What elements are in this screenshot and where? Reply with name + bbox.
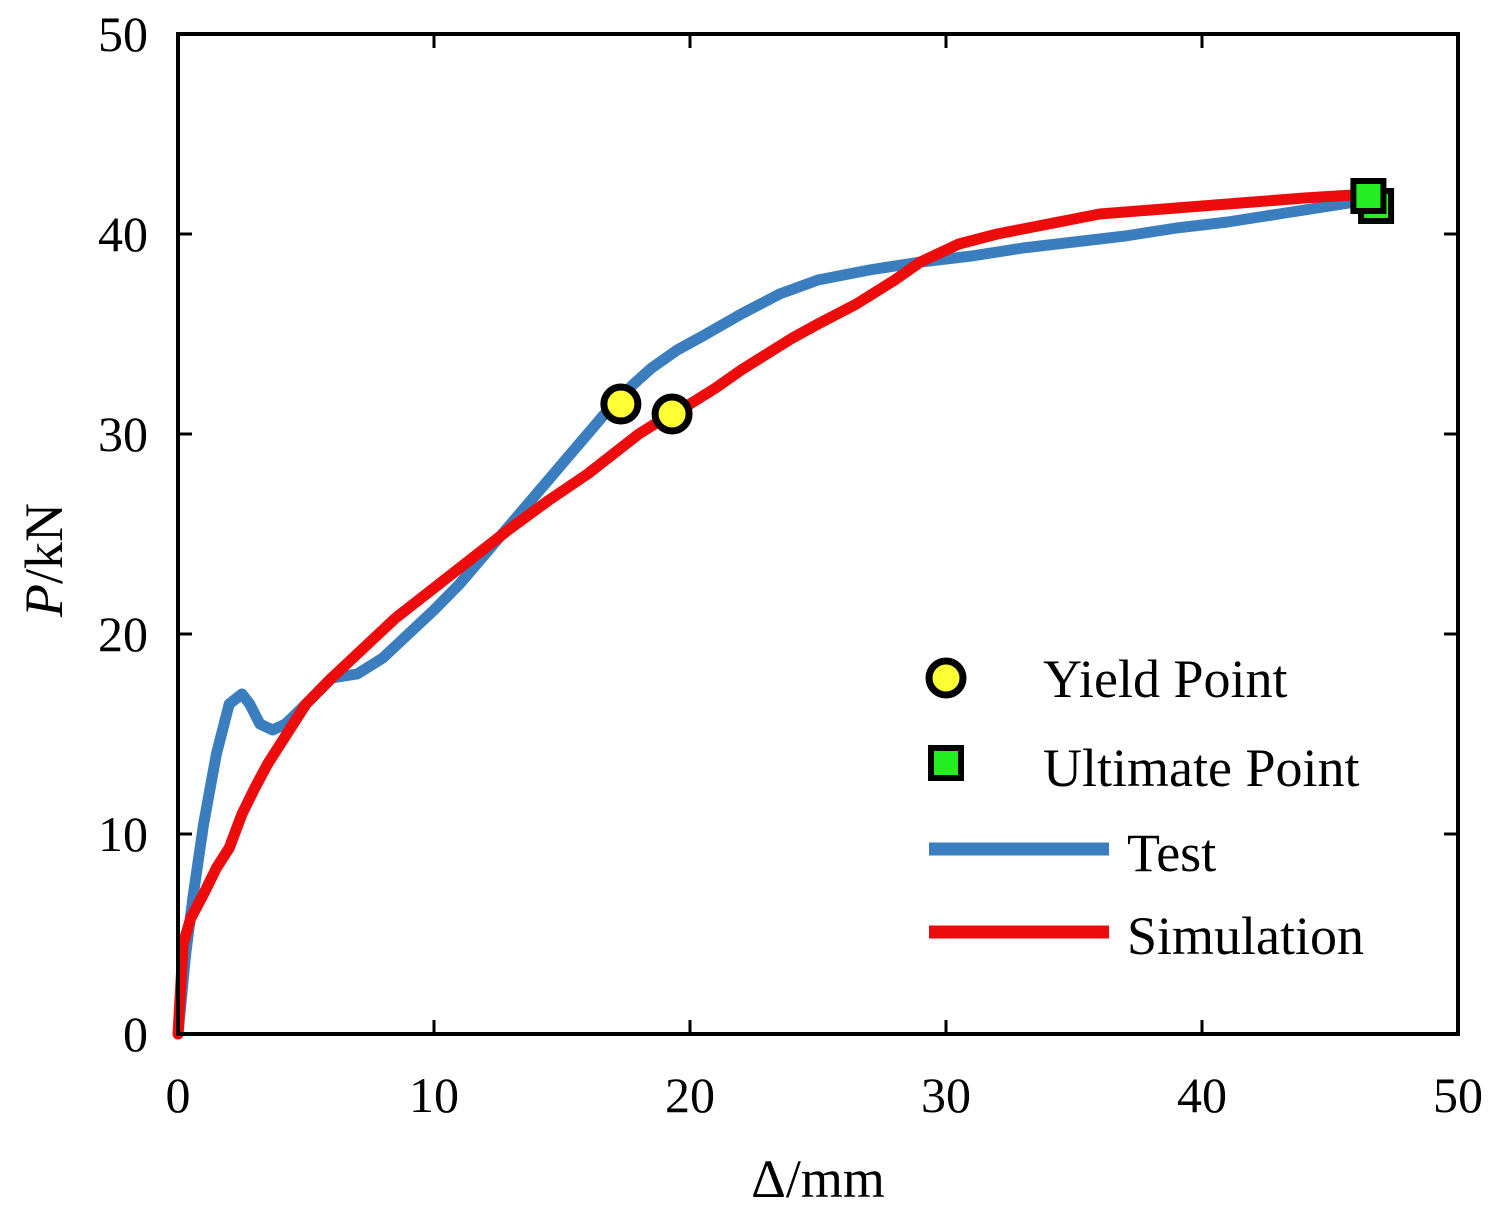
x-tick-label: 30 [921,1067,971,1123]
series-line-simulation [172,188,1374,1040]
y-axis-unit: /kN [14,503,74,584]
series-line-test [172,194,1374,1040]
y-tick-label: 20 [98,606,148,662]
y-axis-symbol: P [14,584,74,618]
y-tick-label: 10 [98,806,148,862]
legend-ultimate-label: Ultimate Point [1043,738,1360,798]
x-tick-label: 20 [665,1067,715,1123]
y-tick-label: 0 [123,1006,148,1062]
plot-area-frame [176,32,1460,1036]
x-axis-unit: /mm [786,1149,885,1209]
legend-yield-marker [925,657,967,699]
legend-yield-label: Yield Point [1043,649,1288,709]
x-axis-title: Δ/mm [751,1149,885,1209]
legend-simulation-label: Simulation [1127,906,1364,966]
y-tick-label: 50 [98,6,148,62]
y-tick-label: 30 [98,406,148,462]
yield-point-marker-2 [651,393,693,435]
marker-layer [600,178,1395,435]
x-tick-label: 40 [1177,1067,1227,1123]
x-tick-label: 0 [166,1067,191,1123]
x-tick-label: 10 [409,1067,459,1123]
y-axis-title: P/kN [14,503,74,618]
legend-ultimate-marker [928,745,964,781]
legend-test-label: Test [1127,823,1216,883]
x-axis-symbol: Δ [751,1149,786,1209]
tick-layer: 0 10 20 30 40 50 0 10 20 30 40 50 [98,6,1483,1123]
x-tick-label: 50 [1433,1067,1483,1123]
legend: Yield Point Ultimate Point Test Simulati… [925,649,1364,966]
ultimate-point-marker-2 [1350,178,1387,214]
y-tick-label: 40 [98,206,148,262]
yield-point-marker-1 [600,383,642,425]
series-layer [172,188,1374,1040]
